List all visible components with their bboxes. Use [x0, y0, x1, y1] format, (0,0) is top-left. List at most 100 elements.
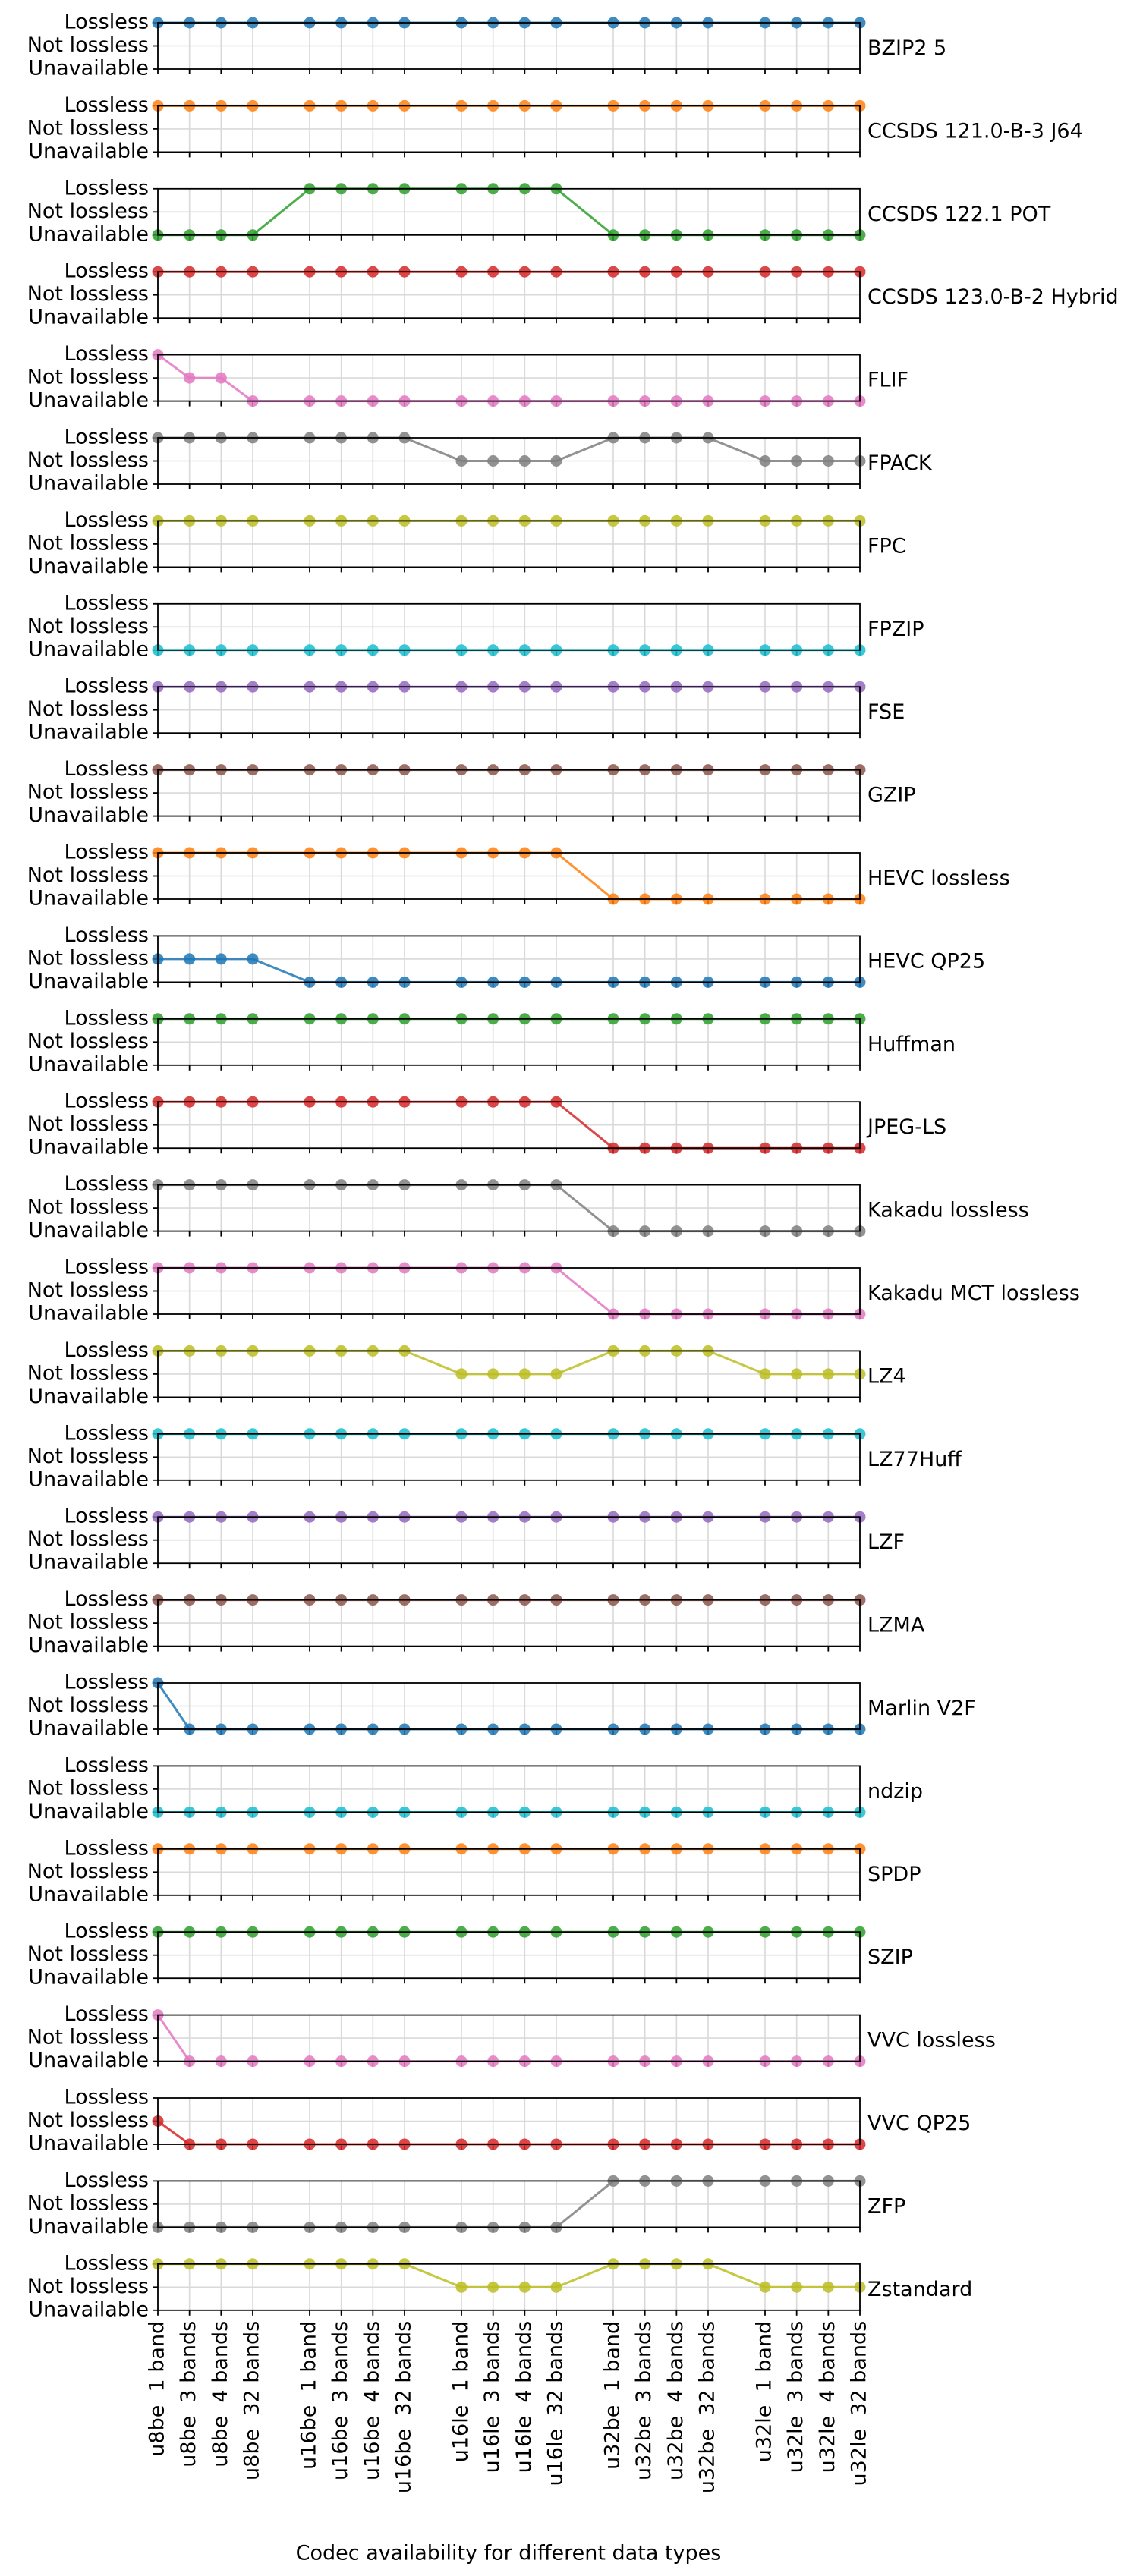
marker	[455, 455, 468, 467]
panel-frame	[157, 686, 861, 734]
x-tick-label: u16be 32 bands	[392, 2321, 416, 2493]
y-tick-label: Unavailable	[28, 1966, 149, 1989]
marker	[822, 2281, 834, 2293]
panel-frame	[157, 2263, 861, 2311]
marker	[550, 2281, 562, 2293]
y-tick-label: Lossless	[65, 1256, 149, 1279]
panel-frame	[157, 1267, 861, 1315]
y-tick-label: Not lossless	[27, 2191, 149, 2215]
panel-label: FSE	[867, 700, 905, 724]
marker	[518, 2281, 531, 2293]
y-tick-label: Unavailable	[28, 2298, 149, 2321]
y-tick-label: Unavailable	[28, 1136, 149, 1159]
y-tick-label: Lossless	[65, 1671, 149, 1694]
panel-frame	[157, 1101, 861, 1150]
y-tick-label: Lossless	[65, 1338, 149, 1362]
y-tick-label: Unavailable	[28, 1219, 149, 1242]
marker	[455, 1368, 468, 1380]
panel-frame	[157, 1433, 861, 1481]
series-line	[158, 1349, 860, 1376]
panel-frame	[157, 1931, 861, 1980]
marker	[518, 455, 531, 467]
series-line	[158, 2263, 860, 2288]
y-tick-label: Unavailable	[28, 637, 149, 661]
marker	[791, 455, 803, 467]
panel-frame	[157, 437, 861, 485]
y-tick-label: Unavailable	[28, 1302, 149, 1326]
y-tick-label: Not lossless	[27, 863, 149, 887]
y-tick-label: Not lossless	[27, 366, 149, 389]
y-tick-label: Not lossless	[27, 2109, 149, 2132]
panel-label: ndzip	[867, 1779, 923, 1803]
y-tick-label: Lossless	[65, 2086, 149, 2109]
panel-label: HEVC QP25	[867, 949, 985, 973]
panel-label: Kakadu MCT lossless	[867, 1282, 1080, 1305]
x-tick-label: u32le 4 bands	[816, 2321, 839, 2474]
x-tick-label: u32be 32 bands	[696, 2321, 719, 2493]
y-tick-label: Unavailable	[28, 721, 149, 744]
y-tick-label: Not lossless	[27, 1694, 149, 1717]
marker	[487, 1368, 499, 1380]
panel-frame	[157, 852, 861, 900]
panel-frame	[157, 1018, 861, 1066]
panel-frame	[157, 1765, 861, 1813]
panel-frame	[157, 602, 861, 651]
panel-frame	[157, 1350, 861, 1398]
y-tick-label: Lossless	[65, 1920, 149, 1943]
marker	[518, 1368, 531, 1380]
panel-label: LZF	[867, 1530, 905, 1554]
marker	[550, 455, 562, 467]
panel-label: JPEG-LS	[866, 1115, 946, 1139]
panel-label: Marlin V2F	[867, 1697, 976, 1720]
x-tick-label: u8be 1 band	[146, 2321, 169, 2457]
marker	[791, 1368, 803, 1380]
y-tick-label: Not lossless	[27, 781, 149, 804]
x-tick-label: u8be 32 bands	[241, 2321, 264, 2480]
y-tick-label: Not lossless	[27, 1112, 149, 1136]
y-tick-label: Unavailable	[28, 472, 149, 495]
panel-frame	[157, 2014, 861, 2062]
y-tick-label: Not lossless	[27, 2275, 149, 2298]
series-line	[157, 2120, 860, 2146]
y-tick-label: Unavailable	[28, 1800, 149, 1823]
x-tick-label: u32be 3 bands	[632, 2321, 656, 2480]
y-tick-label: Unavailable	[28, 306, 149, 329]
panel-label: VVC lossless	[867, 2029, 996, 2052]
y-tick-label: Unavailable	[28, 804, 149, 827]
y-tick-label: Unavailable	[28, 222, 149, 246]
y-tick-label: Not lossless	[27, 1196, 149, 1219]
y-tick-label: Unavailable	[28, 555, 149, 578]
panel-label: ZFP	[867, 2194, 905, 2218]
y-tick-label: Unavailable	[28, 1882, 149, 1906]
panel-label: VVC QP25	[867, 2112, 971, 2135]
panel-label: SZIP	[867, 1945, 913, 1969]
panel-label: FPC	[867, 534, 906, 558]
y-tick-label: Lossless	[65, 591, 149, 615]
marker	[759, 1368, 771, 1380]
y-tick-label: Lossless	[65, 1836, 149, 1860]
panel-frame	[157, 354, 861, 402]
y-tick-label: Unavailable	[28, 2049, 149, 2072]
marker	[822, 455, 834, 467]
y-tick-label: Unavailable	[28, 388, 149, 412]
panel-frame	[157, 1516, 861, 1565]
y-tick-label: Unavailable	[28, 2132, 149, 2156]
panel-label: Huffman	[867, 1033, 956, 1056]
y-tick-label: Lossless	[65, 176, 149, 200]
y-tick-label: Not lossless	[27, 2026, 149, 2049]
panel-label: CCSDS 121.0-B-3 J64	[867, 119, 1083, 143]
x-tick-label: u16be 3 bands	[329, 2321, 352, 2480]
y-tick-label: Not lossless	[27, 448, 149, 472]
y-tick-label: Unavailable	[28, 1385, 149, 1408]
panel-frame	[157, 1848, 861, 1896]
panel-label: LZMA	[867, 1614, 925, 1637]
panel-label: Zstandard	[867, 2278, 972, 2301]
y-tick-label: Not lossless	[27, 1279, 149, 1302]
y-tick-label: Not lossless	[27, 116, 149, 140]
y-tick-label: Lossless	[65, 11, 149, 34]
panel-frame	[157, 520, 861, 568]
panel-label: GZIP	[867, 784, 916, 807]
y-tick-label: Lossless	[65, 2169, 149, 2192]
panel-label: FPACK	[867, 451, 933, 475]
